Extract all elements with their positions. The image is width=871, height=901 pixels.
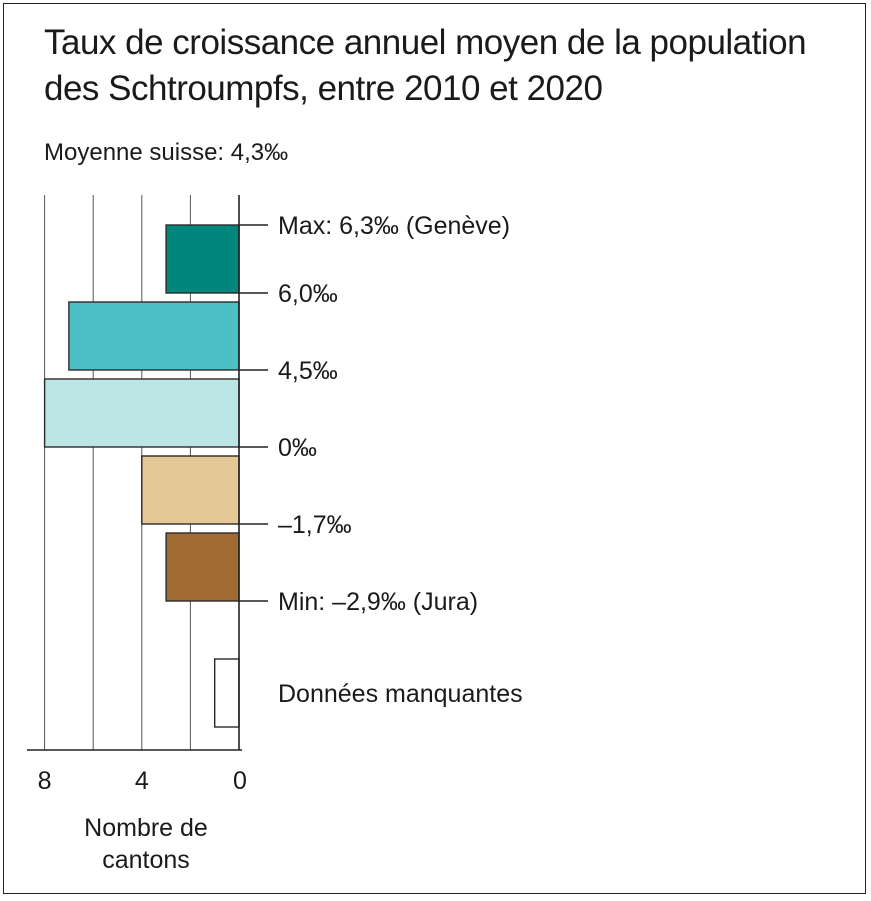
bar [165,532,240,602]
chart-title: Taux de croissance annuel moyen de la po… [44,23,807,108]
bin-boundary-label: Min: –2,9‰ (Jura) [278,588,478,616]
missing-data-label: Données manquantes [278,680,523,708]
bar [43,378,240,448]
bin-boundary-label: 4,5‰ [278,357,338,385]
bar [213,658,240,728]
bin-boundary-label: –1,7‰ [278,511,352,539]
bin-labels: Max: 6,3‰ (Genève) 6,0‰ 4,5‰ 0‰ –1,7‰ Min: –2… [239,212,523,708]
chart-subtitle: Moyenne suisse: 4,3‰ [44,139,289,166]
chart-frame [3,3,866,894]
bin-boundary-label: 6,0‰ [278,280,338,308]
bar [165,224,240,294]
bin-boundary-label: 0‰ [278,434,317,462]
x-tick-label: 8 [38,767,52,795]
x-axis-label: Nombre de [84,814,208,842]
x-axis-label: cantons [102,846,190,874]
bar [141,455,240,525]
x-tick-label: 4 [135,767,149,795]
bar [68,301,240,371]
axis: 8 4 0 [27,195,247,795]
x-tick-label: 0 [233,767,247,795]
bin-boundary-label: Max: 6,3‰ (Genève) [278,212,510,240]
bars [43,224,240,728]
